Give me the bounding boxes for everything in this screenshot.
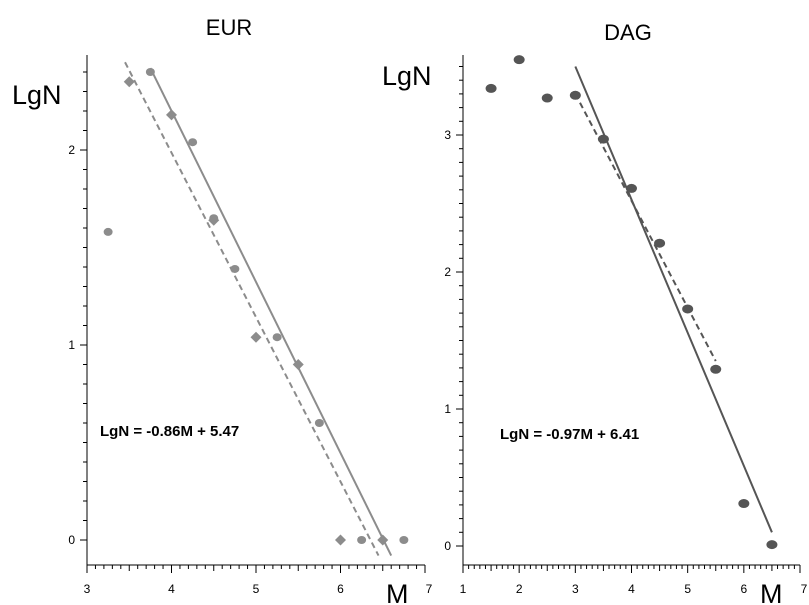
- y-tick-label: 0: [444, 539, 451, 553]
- y-axis-label: LgN: [12, 80, 62, 110]
- y-tick-label: 2: [444, 265, 451, 279]
- x-tick-label: 4: [628, 582, 635, 596]
- x-tick-label: 5: [253, 582, 260, 596]
- data-point-circle: [738, 499, 750, 509]
- x-tick-label: 3: [572, 582, 579, 596]
- data-point-diamond: [292, 359, 304, 370]
- y-tick-label: 2: [68, 143, 75, 157]
- solid-fit-line: [574, 66, 773, 533]
- x-tick-label: 2: [516, 582, 523, 596]
- x-tick-label: 6: [337, 582, 344, 596]
- data-point-circle: [103, 227, 113, 236]
- y-tick-label: 3: [444, 128, 451, 142]
- data-point-circle: [682, 304, 694, 314]
- data-point-circle: [357, 536, 367, 544]
- regression-equation: LgN = -0.97M + 6.41: [500, 426, 639, 443]
- data-point-circle: [272, 333, 282, 342]
- data-point-circle: [569, 90, 581, 100]
- data-point-circle: [230, 264, 240, 273]
- y-axis-label: LgN: [382, 61, 432, 91]
- data-point-circle: [766, 540, 778, 550]
- x-tick-label: 7: [426, 582, 433, 596]
- solid-fit-line: [149, 67, 393, 557]
- y-tick-label: 1: [68, 338, 75, 352]
- data-point-diamond: [208, 214, 220, 226]
- data-point-circle: [188, 138, 198, 147]
- panel-title: DAG: [604, 20, 652, 45]
- panel-dag: DAG LgN M LgN = -0.97M + 6.41 0 1 2 3 1 2 3 4 5 6…: [382, 20, 808, 605]
- data-point-diamond: [123, 76, 135, 88]
- x-axis-label: M: [760, 579, 783, 605]
- data-point-diamond: [377, 534, 389, 546]
- x-tick-label: 1: [460, 582, 467, 596]
- data-point-circle: [485, 83, 497, 93]
- data-point-circle: [597, 134, 609, 144]
- data-point-diamond: [335, 534, 346, 546]
- panel-eur: EUR LgN M LgN = -0.86M + 5.47 0 1 2 3 4 5 6 7: [12, 15, 433, 605]
- x-tick-label: 6: [740, 582, 747, 596]
- dashed-fit-line: [574, 93, 717, 362]
- data-point-circle: [513, 55, 525, 65]
- data-point-circle: [654, 238, 666, 248]
- data-point-circle: [710, 364, 722, 374]
- data-point-circle: [626, 183, 637, 193]
- data-point-circle: [314, 419, 324, 427]
- data-point-diamond: [166, 109, 177, 121]
- data-point-circle: [399, 536, 409, 544]
- data-point-circle: [541, 93, 553, 103]
- x-tick-label: 4: [168, 582, 175, 596]
- x-tick-label: 5: [684, 582, 691, 596]
- y-tick-label: 1: [444, 402, 451, 416]
- panel-title: EUR: [206, 15, 252, 40]
- y-tick-label: 0: [68, 533, 75, 547]
- regression-equation: LgN = -0.86M + 5.47: [100, 423, 239, 440]
- dashed-fit-line: [124, 61, 380, 557]
- x-tick-label: 3: [84, 582, 91, 596]
- data-point-diamond: [250, 331, 262, 343]
- x-axis-label: M: [386, 579, 409, 605]
- x-tick-label: 7: [801, 582, 808, 596]
- data-point-circle: [145, 68, 155, 76]
